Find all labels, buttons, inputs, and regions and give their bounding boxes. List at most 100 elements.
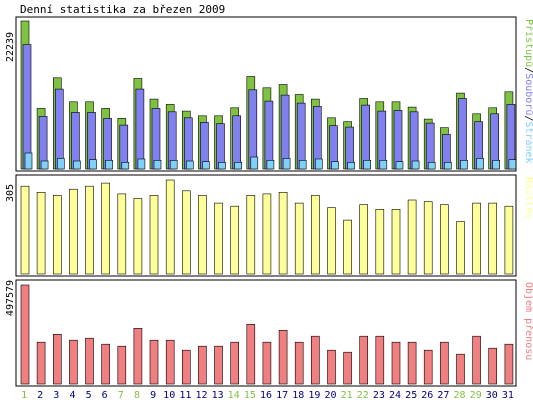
pages-bar — [202, 161, 210, 170]
files-bar — [22, 44, 32, 170]
visits-bar — [117, 193, 127, 275]
files-bar — [71, 112, 80, 170]
x-tick-label: 13 — [212, 390, 224, 401]
x-tick-label: 28 — [453, 390, 465, 401]
visits-bar — [52, 195, 62, 275]
traffic-bar — [310, 335, 320, 385]
x-tick-label: 1 — [21, 390, 27, 401]
visits-bar — [359, 204, 369, 275]
traffic-bar — [149, 339, 159, 385]
pages-bar — [105, 160, 113, 170]
files-bar — [506, 104, 516, 170]
traffic-bar — [198, 345, 207, 385]
x-tick-label: 11 — [179, 390, 191, 401]
visits-bar — [278, 192, 288, 275]
visits-bar — [504, 205, 514, 275]
pages-bar — [460, 160, 468, 170]
x-tick-label: 25 — [405, 390, 417, 401]
pages-bar — [411, 160, 420, 170]
x-tick-label: 18 — [292, 390, 304, 401]
x-tick-label: 27 — [437, 390, 449, 401]
pages-bar — [314, 158, 323, 170]
pages-bar — [169, 160, 178, 170]
traffic-bar — [117, 345, 127, 385]
files-bar — [135, 88, 145, 170]
visits-bar — [375, 209, 385, 275]
x-tick-label: 24 — [389, 390, 401, 401]
x-tick-label: 3 — [53, 390, 59, 401]
visits-bar — [101, 182, 110, 275]
files-bar — [393, 110, 403, 170]
x-tick-label: 8 — [134, 390, 140, 401]
pages-bar — [250, 156, 259, 170]
pages-bar — [363, 160, 372, 170]
pages-bar — [282, 158, 291, 170]
x-tick-label: 20 — [324, 390, 336, 401]
files-bar — [232, 115, 241, 170]
traffic-bar — [278, 329, 288, 385]
x-tick-label: 19 — [308, 390, 320, 401]
visits-bar — [391, 209, 401, 275]
legend-item: Přístupů — [523, 19, 533, 67]
x-tick-label: 23 — [373, 390, 385, 401]
legend-item: Souborů — [523, 73, 533, 115]
pages-bar — [234, 162, 242, 170]
visits-bar — [85, 185, 94, 275]
traffic-bar — [440, 341, 449, 385]
traffic-bar — [133, 327, 143, 385]
pages-bar — [298, 160, 307, 170]
x-tick-label: 6 — [102, 390, 108, 401]
traffic-bar — [375, 335, 385, 385]
x-tick-label: 14 — [228, 390, 240, 401]
traffic-bar — [423, 349, 433, 385]
x-tick-label: 4 — [69, 390, 75, 401]
visits-bar — [246, 195, 256, 275]
pages-bar — [508, 159, 517, 170]
pages-bar — [89, 159, 97, 170]
visits-bar — [310, 195, 320, 275]
visits-bar — [262, 193, 272, 275]
x-tick-label: 5 — [86, 390, 92, 401]
pages-bar — [73, 160, 81, 170]
pages-bar — [218, 162, 226, 170]
traffic-bar — [359, 335, 369, 385]
x-tick-label: 29 — [470, 390, 482, 401]
traffic-bar — [85, 337, 94, 385]
visits-bar — [230, 205, 239, 275]
visits-bar — [343, 219, 352, 275]
x-tick-label: 12 — [195, 390, 207, 401]
traffic-bar — [391, 341, 401, 385]
visits-bar — [36, 192, 46, 275]
legend-item: Stránek — [523, 121, 533, 163]
x-tick-label: 15 — [244, 390, 256, 401]
panel-frame-2 — [15, 279, 517, 387]
traffic-bar — [69, 339, 78, 385]
x-tick-label: 26 — [421, 390, 433, 401]
pages-bar — [121, 162, 130, 170]
pages-bar — [40, 160, 49, 170]
x-tick-label: 22 — [357, 390, 369, 401]
bar-marks — [20, 20, 517, 385]
traffic-bar — [262, 341, 272, 385]
files-bar — [409, 111, 419, 170]
visits-bar — [407, 199, 417, 275]
files-bar — [151, 108, 161, 170]
y-max-label-hits: 22239 — [5, 32, 16, 62]
traffic-bar — [472, 335, 481, 385]
visits-bar — [472, 202, 481, 275]
traffic-bar — [214, 345, 223, 385]
pages-bar — [153, 160, 162, 170]
visits-bar — [294, 202, 304, 275]
pages-bar — [427, 162, 436, 170]
traffic-bar — [504, 343, 514, 385]
legend-separator: / — [523, 115, 533, 121]
files-bar — [54, 88, 64, 170]
x-tick-label: 10 — [163, 390, 175, 401]
traffic-bar — [343, 351, 352, 385]
legend-visits: Návštěv — [523, 177, 533, 219]
traffic-bar — [165, 339, 175, 385]
legend-traffic: Objem přenosu — [523, 282, 533, 360]
visits-bar — [198, 195, 207, 275]
